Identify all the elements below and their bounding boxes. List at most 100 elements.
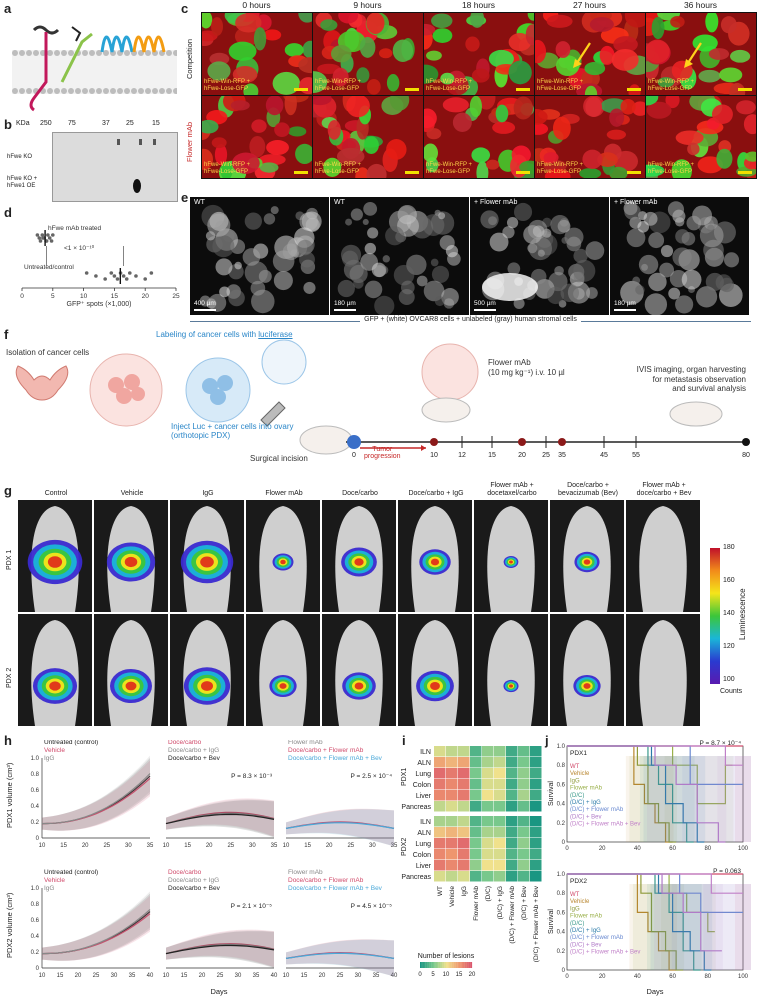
- cell: [243, 83, 259, 95]
- x-tick-label: 5: [51, 293, 55, 300]
- mouse-image: [398, 614, 472, 726]
- heatmap-cell: [470, 801, 482, 812]
- cell: [284, 96, 297, 116]
- legend-gradient: [457, 962, 460, 968]
- mouse-image: [398, 500, 472, 612]
- legend-title: Number of lesions: [418, 953, 475, 960]
- x-tick-label: 0: [565, 846, 569, 852]
- heatmap-cell: [530, 768, 542, 779]
- survival-plots: PDX1 P = 8.7 × 10⁻⁴ WT Vehicle IgG Flower mAb…: [545, 740, 755, 998]
- heatmap-cell: [482, 757, 494, 768]
- tissue-blob: [364, 242, 377, 255]
- heatmap-cell: [530, 801, 542, 812]
- cell: [720, 16, 737, 34]
- heatmap-cell: [446, 860, 458, 871]
- x-tick-label: 20: [75, 973, 82, 979]
- heatmap-cell: [470, 838, 482, 849]
- survival-ci: [735, 756, 751, 842]
- heatmap-cell: [518, 860, 530, 871]
- cell: [600, 98, 628, 114]
- lipid-head: [124, 88, 130, 94]
- mouse-body: [639, 620, 687, 726]
- legend-gradient: [426, 962, 428, 968]
- heatmap-cell: [530, 838, 542, 849]
- heatmap-cell: [494, 757, 506, 768]
- heatmap-cell: [482, 746, 494, 757]
- row-label: Colon: [413, 852, 431, 859]
- volume-curve: [285, 822, 395, 829]
- experiment-schematic: Isolation of cancer cells Labeling of ca…: [6, 330, 751, 480]
- legend-gradient: [466, 962, 469, 968]
- confidence-band: [42, 891, 150, 961]
- legend-entry: (D/C) + Flower mAb + Bev: [570, 822, 640, 828]
- legend-gradient: [423, 962, 426, 968]
- mouse-body: [259, 620, 307, 726]
- cell: [716, 148, 733, 169]
- survival-ci: [717, 756, 751, 842]
- heatmap-cell: [434, 790, 446, 801]
- cell: [729, 82, 746, 95]
- scale-bar: [614, 309, 636, 311]
- luminescence-signal: [430, 682, 440, 690]
- cell: [367, 78, 381, 95]
- tissue-blob: [362, 218, 369, 226]
- timeline-day: 0: [352, 452, 356, 459]
- confidence-band: [286, 809, 394, 847]
- p-value: P = 8.3 × 10⁻³: [231, 773, 273, 780]
- data-point: [149, 271, 154, 275]
- cell: [546, 14, 573, 28]
- cell: [646, 101, 672, 119]
- mouse-image: [94, 614, 168, 726]
- volume-curve: [41, 773, 151, 825]
- p-value: P = 2.1 × 10⁻⁵: [231, 903, 273, 910]
- cell: [299, 77, 312, 95]
- lipid-head: [117, 88, 123, 94]
- data-point: [115, 277, 120, 281]
- scale-bar: [627, 171, 641, 174]
- micro-cells: [424, 96, 534, 178]
- row-label: Liver: [416, 793, 432, 800]
- micro-cells: [202, 13, 312, 95]
- micro-caption: hFwe-Win-RFP + hFwe-Lose-GFP: [537, 79, 584, 93]
- legend-gradient: [469, 962, 471, 968]
- lightsheet-footer: GFP + (white) OVCAR8 cells + unlabeled (…: [190, 316, 751, 326]
- luminescence-signal: [509, 560, 513, 564]
- panel-letter-c: c: [181, 1, 189, 16]
- legend-gradient: [452, 962, 454, 968]
- cell: [624, 13, 645, 28]
- cell: [646, 164, 665, 177]
- cell: [579, 168, 602, 178]
- column-label: IgG: [461, 886, 468, 896]
- cell: [232, 66, 258, 84]
- data-point: [103, 277, 107, 281]
- heatmap-cell: [446, 871, 458, 882]
- y-tick-label: 0.4: [31, 804, 40, 810]
- cell: [211, 137, 227, 149]
- heatmap-cell: [434, 746, 446, 757]
- labeling-text: Labeling of cancer cells with: [156, 330, 259, 339]
- mouse-body: [335, 620, 383, 726]
- legend-gradient: [449, 962, 452, 968]
- column-label: (D/C) + Flower mAb: [509, 886, 516, 944]
- lipid-head: [26, 50, 32, 56]
- cell: [426, 128, 442, 140]
- mouse-image: [322, 614, 396, 726]
- heatmap-cell: [446, 849, 458, 860]
- heatmap-cell: [494, 768, 506, 779]
- micro-cells: [202, 96, 312, 178]
- heatmap-cell: [530, 827, 542, 838]
- cell: [657, 77, 675, 88]
- y-tick-label: 0.2: [557, 821, 566, 827]
- heatmap-cell: [518, 838, 530, 849]
- gfp-spots-plot: 0 5 10 15 20 25 hFwe mAb treated Untreated/co…: [4, 218, 182, 310]
- tissue-blob: [668, 287, 681, 300]
- cell: [330, 45, 352, 63]
- cell: [366, 163, 387, 178]
- heatmap-cell: [446, 757, 458, 768]
- row-label: Flower mAb: [185, 121, 194, 162]
- y-tick-label: 0: [36, 836, 40, 842]
- survival-ci: [682, 756, 751, 842]
- timeline-day: 35: [558, 452, 566, 459]
- tissue-blob: [303, 281, 316, 294]
- heatmap-cell: [518, 827, 530, 838]
